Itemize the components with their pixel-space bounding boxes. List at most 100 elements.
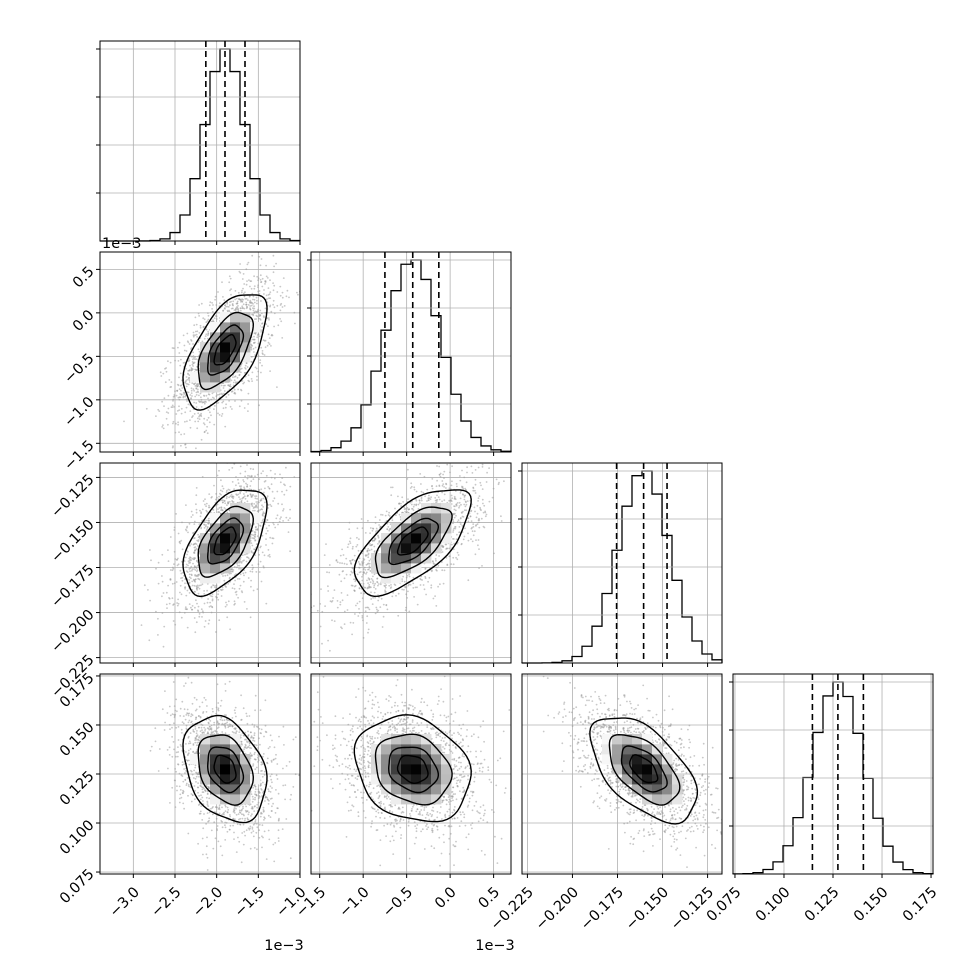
scatter-point (185, 398, 188, 401)
scatter-point (235, 593, 238, 596)
scatter-point (204, 525, 207, 528)
scatter-point (123, 420, 125, 423)
scatter-point (267, 287, 270, 289)
scatter-point (162, 427, 165, 430)
scatter-point (281, 337, 284, 339)
scatter-point (177, 598, 180, 601)
scatter-point (207, 522, 210, 525)
scatter-point (397, 592, 400, 595)
scatter-point (362, 582, 365, 585)
scatter-point (403, 506, 406, 509)
scatter-point (199, 324, 202, 327)
scatter-point (205, 509, 208, 512)
scatter-point (252, 509, 254, 512)
scatter-point (200, 398, 203, 401)
density-cell (200, 352, 211, 363)
scatter-point (167, 549, 169, 551)
scatter-point (239, 492, 242, 495)
scatter-point (192, 365, 195, 367)
scatter-point (199, 392, 202, 395)
scatter-point (391, 486, 394, 489)
scatter-point (234, 298, 237, 301)
scatter-point (176, 564, 179, 567)
scatter-point (376, 581, 379, 584)
scatter-point (250, 360, 253, 363)
scatter-point (358, 562, 361, 565)
scatter-point (261, 326, 264, 328)
scatter-point (231, 496, 234, 498)
scatter-point (198, 332, 201, 334)
scatter-point (485, 513, 488, 516)
scatter-point (438, 473, 441, 476)
scatter-point (149, 599, 152, 602)
scatter-point (305, 598, 307, 600)
scatter-point (458, 501, 461, 504)
scatter-point (233, 388, 236, 391)
scatter-point (370, 548, 373, 551)
scatter-point (242, 580, 245, 583)
scatter-point (335, 559, 338, 562)
scatter-point (190, 559, 193, 562)
hist-panel-1 (307, 251, 512, 456)
scatter-point (368, 566, 371, 569)
scatter-point (232, 381, 235, 384)
scatter-point (401, 580, 404, 583)
scatter-point (193, 557, 196, 559)
scatter-point (214, 295, 217, 298)
scatter-point (452, 548, 455, 551)
scatter-point (259, 361, 261, 364)
scatter-point (193, 324, 196, 327)
scatter-point (185, 385, 188, 388)
scatter-point (210, 496, 213, 499)
scatter-point (450, 500, 453, 503)
scatter-point (233, 600, 236, 603)
scatter-point (399, 516, 402, 518)
scatter-point (367, 577, 370, 579)
scatter-point (394, 507, 396, 510)
scatter-point (213, 408, 215, 410)
scatter-point (200, 396, 202, 399)
scatter-point (190, 573, 193, 576)
scatter-point (247, 261, 250, 264)
scatter-point (178, 398, 181, 401)
scatter-point (201, 340, 204, 343)
scatter-point (193, 565, 196, 567)
scatter-point (206, 601, 209, 604)
density-cell (220, 563, 231, 574)
scatter-point (193, 558, 195, 561)
scatter-point (315, 419, 317, 421)
scatter-point (224, 502, 227, 505)
scatter-point (352, 558, 354, 561)
scatter-point (253, 275, 256, 278)
scatter-point (209, 301, 212, 304)
scatter-point (223, 299, 226, 302)
panel-frame (99, 462, 301, 664)
scatter-point (255, 367, 258, 370)
scatter-point (169, 569, 172, 571)
scatter-point (281, 477, 284, 479)
scatter-point (162, 372, 165, 375)
scatter-point (222, 387, 225, 389)
scatter-point (208, 393, 211, 396)
scatter-point (259, 319, 262, 321)
scatter-point (172, 347, 175, 350)
scatter-point (271, 490, 274, 493)
scatter-point (348, 528, 351, 531)
scatter-point (177, 423, 180, 426)
scatter-point (180, 389, 182, 392)
scatter-point (202, 422, 205, 424)
scatter-point (445, 483, 448, 486)
scatter-point (265, 532, 268, 535)
scatter-point (211, 392, 214, 395)
scatter-point (415, 499, 418, 502)
density-cell (210, 362, 221, 373)
scatter-point (185, 368, 187, 370)
scatter-point (474, 553, 477, 556)
hist-panel-0 (96, 40, 301, 245)
scatter-point (341, 599, 344, 602)
scatter-point (374, 516, 377, 518)
scatter-point (183, 433, 186, 435)
scatter-point (320, 588, 322, 590)
scatter-point (178, 431, 180, 434)
scatter-point (367, 519, 369, 522)
